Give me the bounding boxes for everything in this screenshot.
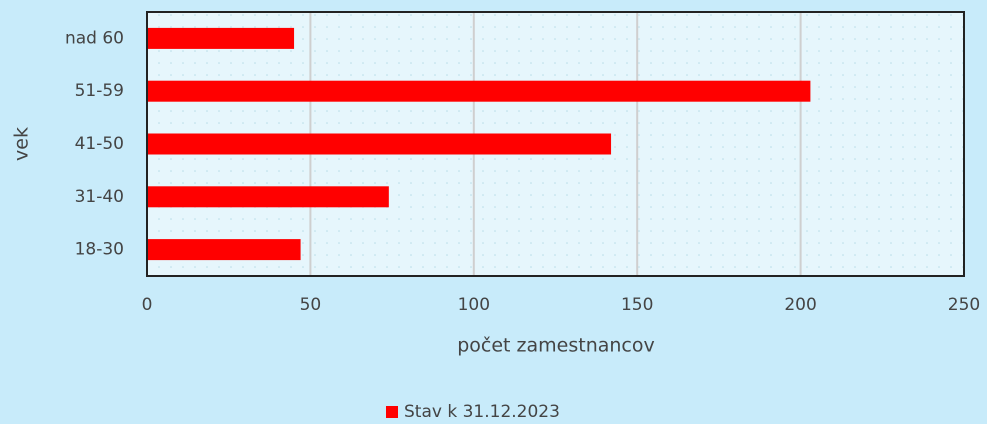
y-tick-label: 51-59	[75, 81, 124, 101]
legend-swatch	[386, 406, 398, 418]
bar	[147, 133, 612, 155]
bar	[147, 239, 301, 261]
bar	[147, 80, 811, 102]
bar	[147, 186, 389, 208]
y-tick-label: 31-40	[75, 187, 124, 207]
x-tick-label: 250	[948, 295, 980, 315]
y-tick-label: 18-30	[75, 240, 124, 260]
x-tick-label: 50	[300, 295, 322, 315]
bar	[147, 27, 295, 49]
x-tick-label: 100	[458, 295, 490, 315]
x-tick-label: 0	[142, 295, 153, 315]
x-axis-label: počet zamestnancov	[457, 335, 655, 357]
y-axis-label: vek	[11, 127, 33, 161]
y-tick-label: 41-50	[75, 134, 124, 154]
y-tick-label: nad 60	[65, 28, 124, 48]
legend-label: Stav k 31.12.2023	[404, 402, 560, 422]
plot-border	[146, 11, 965, 277]
x-tick-label: 200	[784, 295, 816, 315]
x-tick-label: 150	[621, 295, 653, 315]
